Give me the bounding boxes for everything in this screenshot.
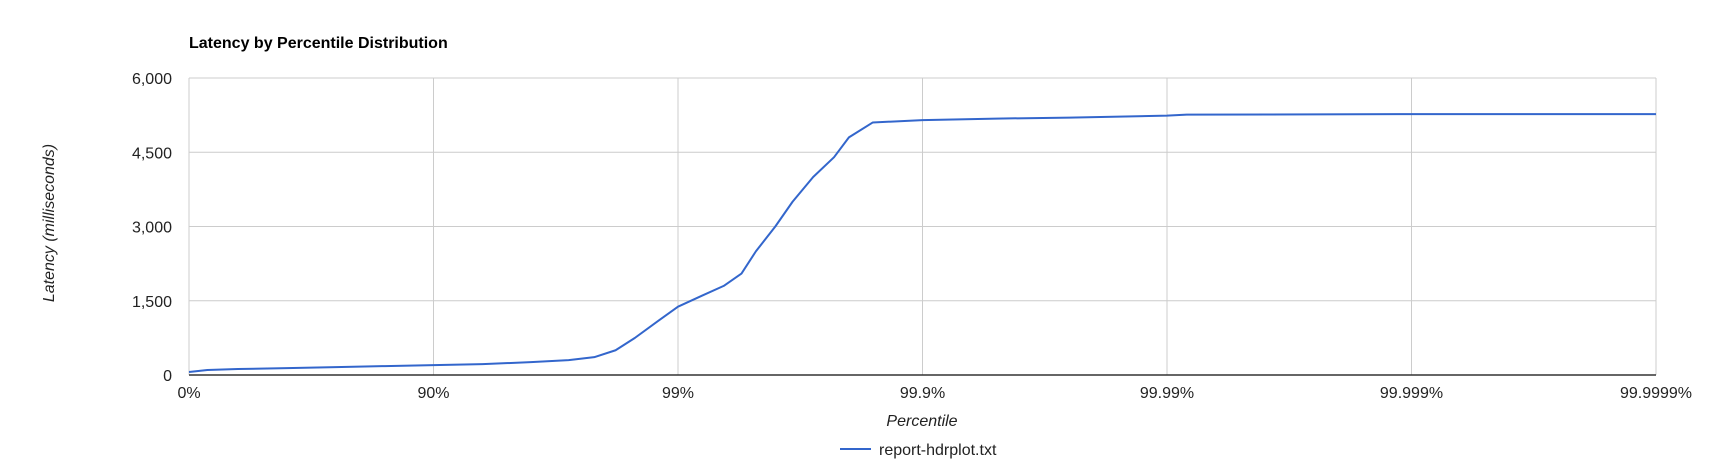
x-tick-label: 99.99% bbox=[1140, 385, 1194, 402]
x-tick-label: 0% bbox=[177, 385, 200, 402]
x-tick-label: 99.999% bbox=[1380, 385, 1443, 402]
chart-title: Latency by Percentile Distribution bbox=[189, 35, 448, 52]
series-line-report-hdrplot bbox=[188, 113, 1656, 374]
x-tick-label: 90% bbox=[417, 385, 449, 402]
grid-lines bbox=[188, 77, 1657, 375]
y-tick-label: 4,500 bbox=[132, 145, 172, 162]
y-tick-label: 3,000 bbox=[132, 220, 172, 237]
y-tick-labels: 0 1,500 3,000 4,500 6,000 bbox=[132, 71, 172, 385]
y-axis-title: Latency (milliseconds) bbox=[41, 144, 58, 302]
y-tick-label: 6,000 bbox=[132, 71, 172, 88]
x-tick-label: 99.9999% bbox=[1620, 385, 1692, 402]
y-tick-label: 1,500 bbox=[132, 294, 172, 311]
legend-label: report-hdrplot.txt bbox=[879, 442, 997, 459]
x-tick-label: 99% bbox=[662, 385, 694, 402]
legend[interactable]: report-hdrplot.txt bbox=[840, 442, 997, 459]
x-tick-labels: 0% 90% 99% 99.9% 99.99% 99.999% 99.9999% bbox=[177, 385, 1692, 402]
x-tick-label: 99.9% bbox=[900, 385, 945, 402]
x-axis-title: Percentile bbox=[886, 413, 957, 430]
y-tick-label: 0 bbox=[163, 368, 172, 385]
